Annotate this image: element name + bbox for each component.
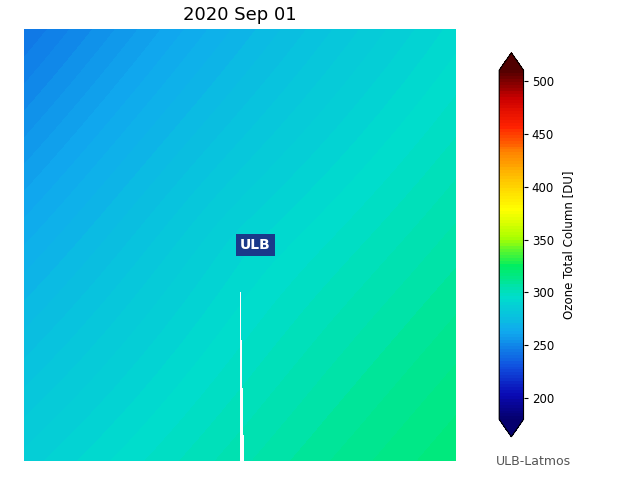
Text: ULB-Latmos: ULB-Latmos [496, 455, 571, 468]
Title: 2020 Sep 01: 2020 Sep 01 [183, 6, 297, 24]
Y-axis label: Ozone Total Column [DU]: Ozone Total Column [DU] [563, 170, 575, 319]
PathPatch shape [499, 420, 524, 437]
Text: ULB: ULB [240, 238, 271, 252]
PathPatch shape [499, 53, 524, 70]
